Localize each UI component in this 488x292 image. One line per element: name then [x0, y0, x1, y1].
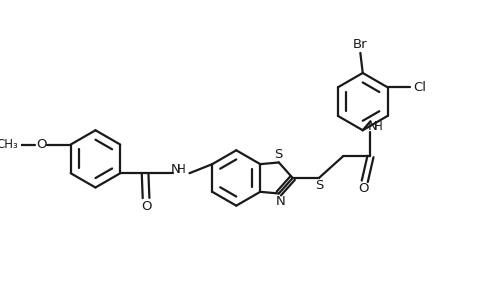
Text: Br: Br — [353, 38, 367, 51]
Text: N: N — [170, 163, 180, 176]
Text: Cl: Cl — [413, 81, 427, 94]
Text: N: N — [367, 120, 377, 133]
Text: O: O — [359, 182, 369, 195]
Text: O: O — [141, 200, 151, 213]
Text: H: H — [177, 163, 185, 176]
Text: N: N — [276, 195, 285, 208]
Text: CH₃: CH₃ — [0, 138, 19, 151]
Text: O: O — [36, 138, 46, 151]
Text: H: H — [374, 120, 383, 133]
Text: S: S — [274, 148, 282, 161]
Text: S: S — [315, 179, 324, 192]
